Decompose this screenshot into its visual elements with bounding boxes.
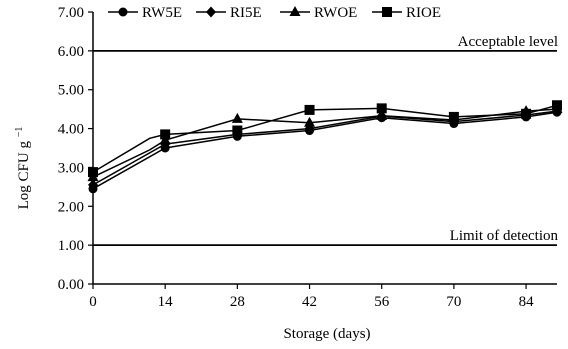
data-point — [521, 108, 532, 119]
data-point — [448, 111, 459, 122]
series-layer — [87, 100, 563, 194]
data-point — [304, 116, 316, 127]
reference-lines: Acceptable level Limit of detection — [93, 34, 559, 247]
data-point — [304, 104, 315, 115]
y-tick-label: 4.00 — [58, 122, 84, 138]
y-tick-label: 5.00 — [58, 83, 84, 99]
legend-marker — [206, 6, 216, 18]
y-tick-label: 6.00 — [58, 44, 84, 60]
legend-item-ri5e: RI5E — [196, 5, 262, 21]
legend-item-rw5e: RW5E — [108, 5, 182, 21]
y-tick-label: 7.00 — [58, 5, 84, 21]
y-axis-title-main: Log CFU g — [16, 141, 32, 210]
x-tick-label: 84 — [519, 294, 535, 310]
legend-label: RW5E — [142, 5, 182, 21]
legend: RW5E RI5E RWOE RIOE — [108, 5, 441, 21]
x-tick-label: 42 — [302, 294, 317, 310]
legend-item-rioe: RIOE — [372, 5, 441, 21]
x-axis-title: Storage (days) — [283, 326, 370, 342]
data-point — [88, 179, 98, 191]
data-point — [552, 100, 562, 111]
legend-label: RWOE — [314, 5, 357, 21]
x-tick-label: 56 — [374, 294, 390, 310]
data-point — [231, 112, 243, 123]
legend-marker — [118, 7, 128, 17]
data-point — [160, 129, 171, 140]
legend-label: RI5E — [230, 5, 262, 21]
y-axis-title: Log CFU g −1 — [14, 127, 32, 210]
y-tick-label: 0.00 — [58, 277, 84, 293]
legend-marker — [382, 7, 392, 17]
series-rioe — [88, 100, 562, 178]
data-point — [232, 125, 243, 136]
reference-line-label: Limit of detection — [450, 228, 559, 244]
data-point — [376, 109, 388, 120]
x-tick-label: 70 — [446, 294, 461, 310]
x-tick-label: 28 — [230, 294, 245, 310]
data-point — [88, 167, 98, 178]
legend-marker — [289, 6, 301, 16]
y-axis-title-superscript: −1 — [14, 127, 25, 138]
series-ri5e — [88, 105, 562, 191]
series-line — [92, 111, 558, 190]
y-tick-label: 2.00 — [58, 199, 84, 215]
y-tick-label: 3.00 — [58, 160, 84, 176]
x-tick-label: 14 — [158, 294, 174, 310]
reference-line-label: Acceptable level — [458, 34, 558, 50]
legend-item-rwoe: RWOE — [280, 5, 357, 21]
x-tick-label: 0 — [89, 294, 97, 310]
series-line — [92, 110, 558, 186]
legend-label: RIOE — [406, 5, 441, 21]
y-tick-label: 1.00 — [58, 238, 84, 254]
axes: 0.00 1.00 2.00 3.00 4.00 5.00 6.00 7.00 0 14 28 42 5… — [58, 5, 557, 310]
data-point — [376, 103, 387, 114]
